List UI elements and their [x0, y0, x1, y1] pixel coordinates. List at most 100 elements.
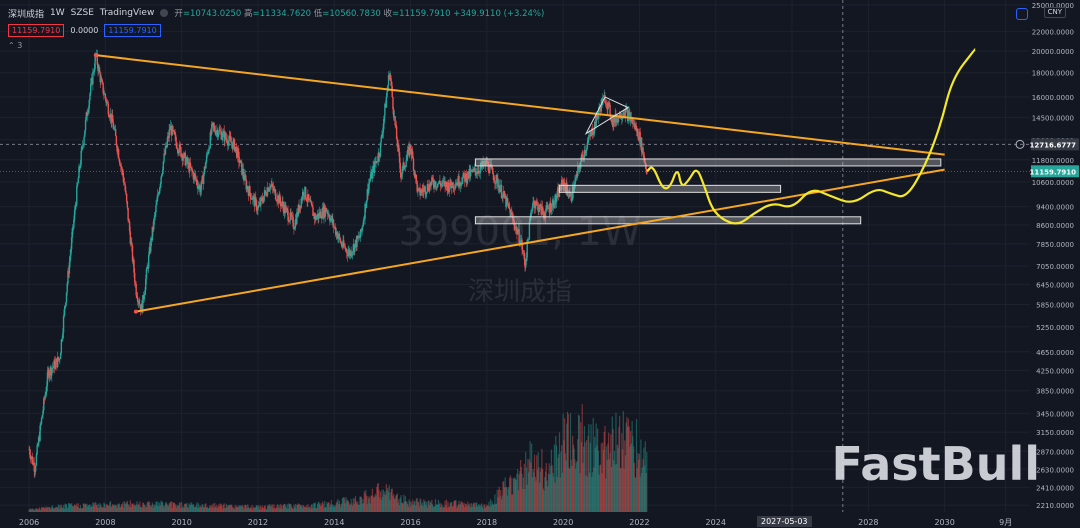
- candle-body: [40, 423, 42, 426]
- candle-body: [191, 167, 193, 172]
- volume-bar: [558, 454, 560, 512]
- volume-bar: [76, 503, 78, 512]
- volume-bar: [479, 506, 481, 512]
- volume-bar: [537, 452, 539, 512]
- symbol-name[interactable]: 深圳成指: [8, 9, 45, 20]
- candle-body: [466, 179, 468, 183]
- volume-bar: [195, 506, 197, 512]
- spread-value: 0.0000: [70, 26, 99, 35]
- candle-body: [577, 166, 579, 177]
- volume-bar: [488, 501, 490, 512]
- candle-body: [390, 75, 392, 82]
- snapshot-icon[interactable]: [1016, 8, 1028, 20]
- volume-bar: [609, 452, 611, 512]
- candle-body: [105, 98, 107, 103]
- volume-bar: [124, 503, 126, 512]
- volume-bar: [619, 467, 621, 512]
- candle-body: [457, 175, 459, 186]
- volume-bar: [629, 446, 631, 512]
- volume-bar: [514, 477, 516, 512]
- volume-bar: [347, 500, 349, 512]
- volume-bar: [148, 502, 150, 512]
- volume-bar: [566, 411, 569, 512]
- volume-bar: [354, 496, 357, 512]
- volume-bar: [497, 497, 499, 512]
- volume-bar: [85, 505, 87, 512]
- volume-bar: [62, 505, 65, 512]
- candle-body: [613, 116, 615, 127]
- y-tick-label: 7050.0000: [1036, 263, 1074, 271]
- x-tick-label: 2014: [324, 518, 344, 527]
- candle-body: [177, 149, 179, 153]
- volume-bar: [160, 500, 162, 512]
- volume-bar: [170, 501, 172, 512]
- candle-body: [76, 183, 79, 187]
- volume-bar: [604, 425, 606, 512]
- y-tick-label: 10600.0000: [1032, 179, 1074, 187]
- candle-body: [301, 198, 303, 200]
- candle-body: [139, 304, 141, 305]
- candle-body: [130, 242, 132, 244]
- candle-body: [569, 193, 572, 194]
- volume-bar: [310, 508, 312, 512]
- volume-bar: [394, 498, 396, 512]
- candle-body: [382, 123, 385, 133]
- price-axis[interactable]: 25000.000022000.000020000.000018000.0000…: [1015, 2, 1079, 510]
- volume-bar: [191, 503, 193, 512]
- candle-body: [180, 154, 183, 157]
- volume-bar: [315, 507, 317, 512]
- candle-body: [426, 184, 429, 192]
- volume-bar: [324, 500, 326, 512]
- candle-body: [494, 183, 497, 184]
- interval[interactable]: 1W: [50, 8, 65, 18]
- candle-body: [288, 220, 290, 222]
- buy-price-button[interactable]: 11159.7910: [104, 24, 161, 37]
- volume-bar: [356, 503, 358, 512]
- candle-body: [117, 149, 119, 152]
- candle-body: [587, 139, 589, 143]
- volume-bar: [318, 503, 321, 512]
- candle-body: [45, 391, 47, 395]
- candle-body: [147, 255, 150, 269]
- candle-body: [207, 153, 209, 154]
- candle-body: [216, 130, 218, 132]
- volume-bar: [638, 459, 640, 512]
- currency-selector[interactable]: CNY: [1043, 7, 1066, 18]
- candle-body: [555, 195, 557, 203]
- volume-bar: [455, 500, 457, 512]
- volume-bar: [238, 505, 240, 512]
- candle-body: [156, 195, 159, 202]
- pennant-pattern: [584, 96, 630, 135]
- candle-body: [354, 243, 356, 252]
- candle-body: [191, 171, 194, 173]
- volume-bar: [332, 504, 334, 512]
- volume-bar: [396, 494, 398, 512]
- candle-body: [241, 161, 243, 175]
- candle-body: [493, 179, 495, 181]
- candle-body: [329, 218, 331, 222]
- volume-bar: [175, 507, 178, 512]
- candle-body: [357, 236, 359, 239]
- candle-body: [445, 181, 447, 188]
- volume-bar: [376, 483, 379, 512]
- volume-bar: [158, 506, 160, 512]
- indicator-count[interactable]: ⌃ 3: [8, 41, 22, 50]
- candle-body: [29, 454, 32, 460]
- volume-bar: [520, 467, 522, 512]
- candle-body: [103, 93, 105, 95]
- volume-bar: [33, 509, 35, 512]
- volume-bar: [372, 495, 374, 512]
- volume-bar: [410, 501, 412, 512]
- volume-bar: [193, 506, 195, 512]
- time-axis[interactable]: 2006 2008 2010 2012 2014 2016 2018 2020 2022 2024…: [19, 518, 1012, 527]
- candle-body: [96, 53, 99, 65]
- candle-body: [295, 219, 297, 224]
- candle-body: [403, 162, 405, 169]
- candle-body: [98, 67, 100, 72]
- volume-bar: [547, 486, 549, 512]
- sell-price-button[interactable]: 11159.7910: [8, 24, 65, 37]
- volume-bar: [176, 504, 178, 512]
- volume-bar: [565, 460, 567, 512]
- candle-body: [369, 178, 371, 182]
